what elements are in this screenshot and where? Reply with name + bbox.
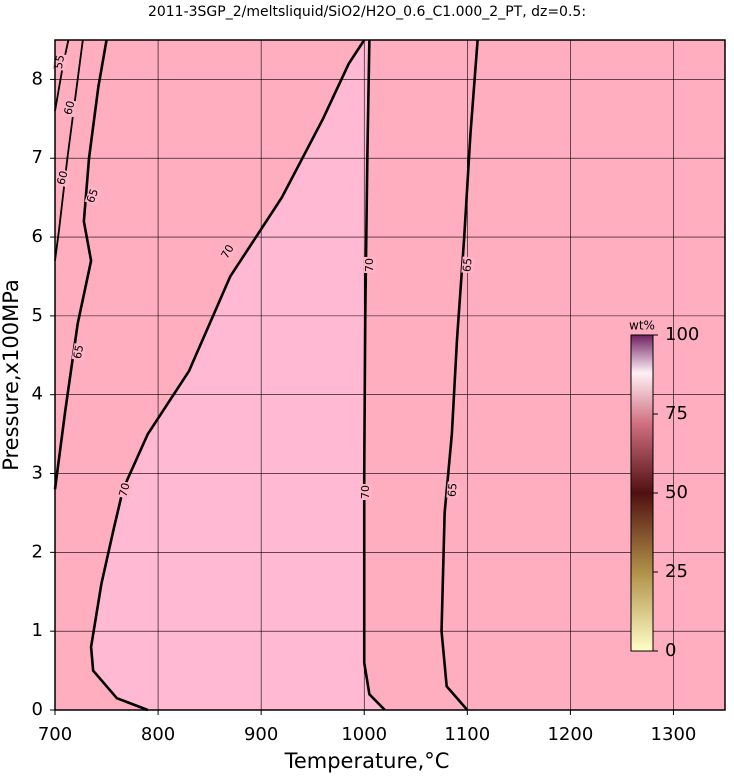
contour-label: 70 [359,485,372,499]
y-tick-label: 1 [32,620,43,641]
contour-label-bg [446,481,460,499]
y-tick-label: 4 [32,384,43,405]
x-tick-label: 1000 [341,724,387,745]
colorbar [630,334,654,652]
contour-label: 60 [61,99,77,116]
y-tick-label: 8 [32,68,43,89]
contour-label: 55 [52,54,67,70]
contour-label-bg [218,242,238,262]
contour-line [53,39,108,490]
contour-label: 65 [84,187,101,205]
contour-label-bg [117,480,133,500]
contour-label: 65 [445,482,459,497]
contour-label-bg [364,257,376,273]
y-tick-label: 3 [32,463,43,484]
x-axis-label: Temperature,°C [284,749,450,773]
contour-line [362,39,386,711]
contour-label-bg [461,256,475,274]
plot-frame [54,39,726,711]
x-tick-label: 1100 [444,724,490,745]
y-tick-label: 2 [32,541,43,562]
contour-label: 70 [116,481,132,498]
contour-label-bg [62,98,78,118]
region-fill [91,40,385,710]
colorbar-tick-label: 25 [665,561,688,582]
contour-label: 70 [218,242,236,261]
colorbar-tick-label: 0 [665,640,676,661]
contour-line [440,39,479,711]
x-tick-label: 1200 [547,724,593,745]
contour-label: 60 [54,169,70,186]
x-tick-label: 1300 [651,724,697,745]
x-tick-label: 800 [141,724,175,745]
colorbar-tick-label: 50 [665,482,688,503]
contour-label-bg [52,53,68,71]
contour-label: 65 [460,257,474,272]
y-tick-label: 6 [32,226,43,247]
contour-line [54,39,84,261]
x-tick-label: 900 [244,724,278,745]
colorbar-tick-label: 75 [665,403,688,424]
y-tick-label: 7 [32,147,43,168]
colorbar-label: wt% [629,319,655,333]
contour-label-bg [55,168,71,188]
contour-label-bg [84,186,102,206]
contour-line [89,39,366,712]
chart-title: 2011-3SGP_2/meltsliquid/SiO2/H2O_0.6_C1.… [148,4,586,20]
contour-label-bg [71,343,87,361]
contour-label: 65 [71,344,86,360]
contour-label: 70 [363,258,376,272]
colorbar-tick-label: 100 [665,324,699,345]
x-tick-label: 700 [38,724,72,745]
y-tick-label: 0 [32,699,43,720]
y-tick-label: 5 [32,305,43,326]
y-axis-label: Pressure,x100MPa [0,279,23,471]
contour-label-bg [360,484,372,500]
